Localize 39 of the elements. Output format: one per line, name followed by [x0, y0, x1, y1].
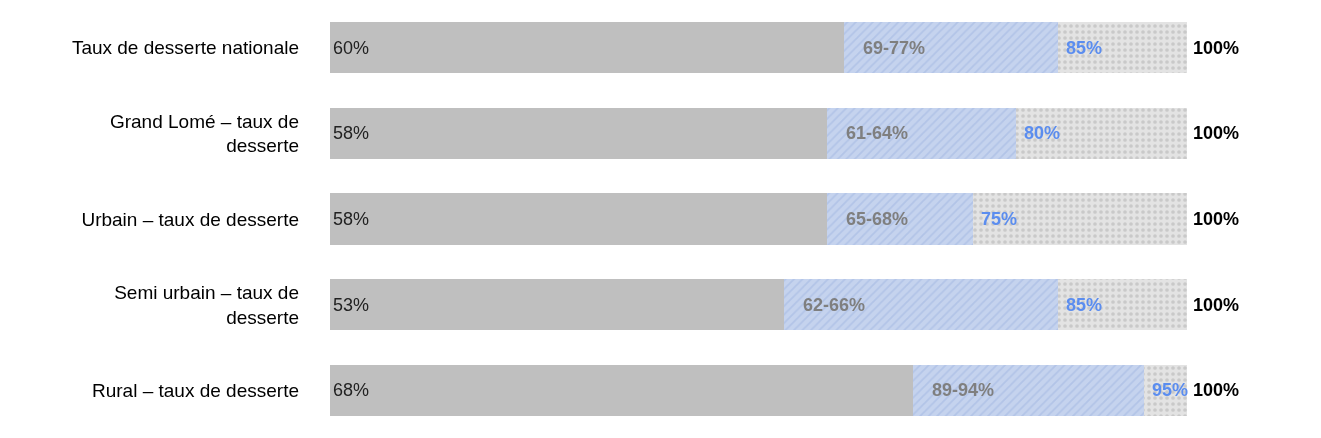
data-label: 60% [333, 37, 370, 58]
y-tick-label: Semi urbain – taux de desserte [114, 281, 299, 328]
bar [827, 107, 1016, 160]
bar [330, 22, 845, 74]
bar [330, 278, 785, 331]
data-label: 53% [333, 294, 370, 315]
y-tick-label: Taux de desserte nationale [71, 37, 299, 59]
annotation: 80% [1024, 123, 1061, 143]
bar [972, 193, 1187, 245]
y-tick-label: Urbain – taux de desserte [81, 208, 299, 230]
bar [330, 364, 913, 416]
y-tick-label: Rural – taux de desserte [91, 379, 299, 401]
data-label: 58% [333, 123, 370, 144]
annotation: 61-64% [846, 123, 909, 143]
bar [844, 22, 1059, 74]
annotation: 100% [1193, 380, 1240, 400]
y-tick-label: Grand Lomé – taux de desserte [109, 110, 299, 157]
annotation: 62-66% [803, 295, 866, 315]
annotation: 85% [1066, 38, 1103, 58]
annotation: 100% [1193, 209, 1240, 229]
annotation: 69-77% [863, 38, 926, 58]
data-label: 58% [333, 209, 370, 229]
annotation: 100% [1193, 295, 1240, 315]
annotation: 100% [1193, 38, 1240, 58]
bar [784, 278, 1059, 331]
bar [912, 364, 1145, 416]
bar [330, 193, 828, 245]
bar [1015, 107, 1187, 160]
annotation: 75% [981, 209, 1018, 229]
annotation: 89-94% [932, 380, 995, 400]
annotation: 65-68% [846, 209, 909, 229]
annotation: 95% [1152, 380, 1189, 400]
annotation: 85% [1066, 295, 1103, 315]
annotation: 100% [1193, 123, 1240, 143]
bar [1058, 22, 1187, 74]
data-label: 68% [333, 380, 370, 401]
bar [827, 193, 973, 245]
bar [330, 107, 828, 160]
bar [1058, 278, 1187, 331]
